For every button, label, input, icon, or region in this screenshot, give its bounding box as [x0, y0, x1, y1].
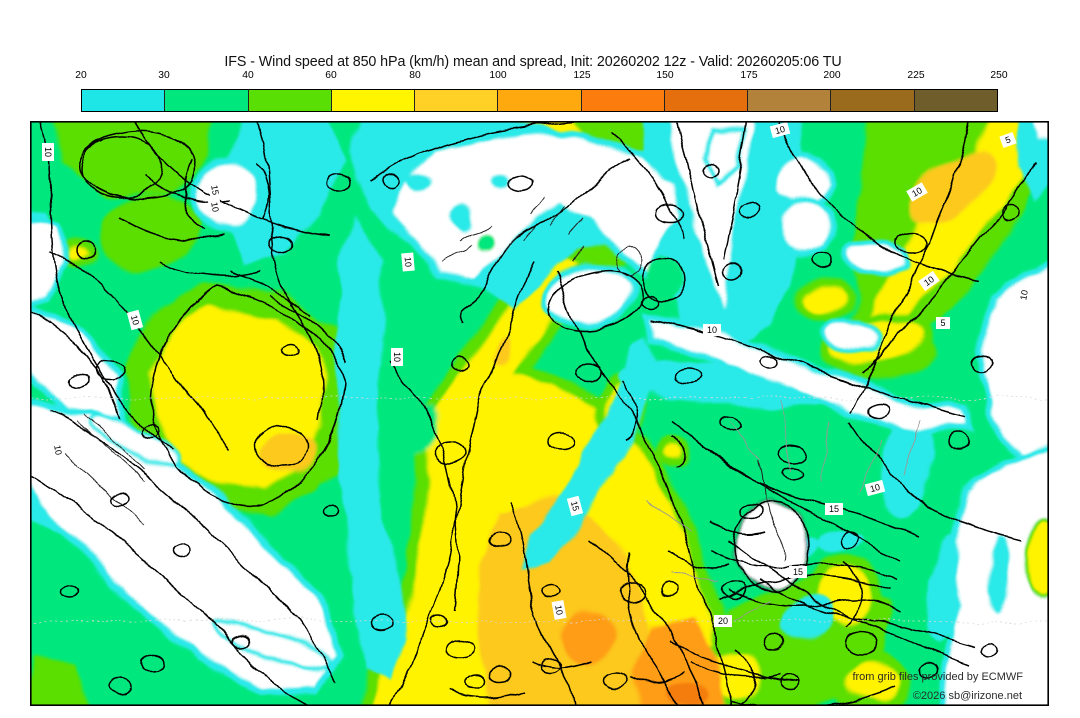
svg-text:5: 5 [940, 318, 945, 328]
svg-text:10: 10 [869, 482, 881, 494]
svg-text:10: 10 [707, 325, 717, 335]
svg-text:10: 10 [774, 124, 786, 136]
svg-text:10: 10 [922, 274, 936, 288]
svg-text:10: 10 [129, 314, 141, 326]
svg-text:10: 10 [392, 352, 402, 362]
svg-text:10: 10 [403, 257, 414, 268]
svg-text:5: 5 [1004, 134, 1012, 145]
svg-text:10: 10 [553, 604, 565, 616]
svg-text:10: 10 [52, 444, 64, 456]
svg-text:15: 15 [569, 500, 581, 512]
svg-text:10: 10 [1018, 289, 1030, 301]
svg-text:10: 10 [43, 147, 53, 157]
svg-text:20: 20 [718, 616, 728, 626]
svg-text:10: 10 [910, 185, 924, 199]
svg-text:10: 10 [209, 201, 221, 213]
svg-text:15: 15 [209, 184, 221, 196]
svg-text:15: 15 [793, 567, 803, 577]
svg-text:15: 15 [829, 504, 839, 514]
